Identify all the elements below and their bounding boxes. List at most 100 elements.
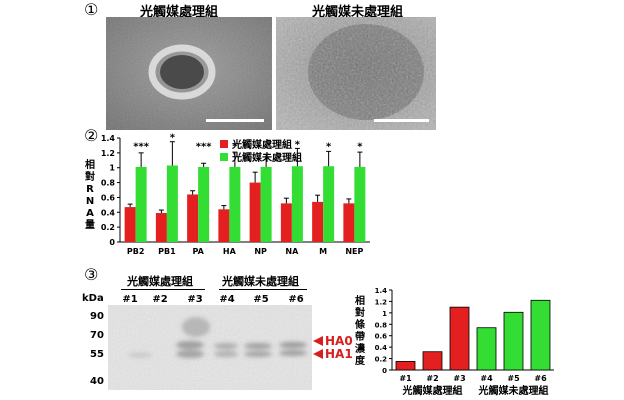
bar: [135, 166, 147, 242]
blot-label-treated: 光觸媒處理組: [127, 275, 193, 288]
y-tick-label: 1: [382, 310, 387, 318]
bar: [503, 311, 524, 371]
x-tick-label: PB2: [127, 247, 145, 256]
bar: [260, 166, 272, 242]
legend-label: 光觸媒未處理組: [231, 151, 302, 164]
y-axis-label: 相對條帶濃度: [355, 294, 366, 367]
untreated-group-line: [219, 289, 307, 290]
y-tick-label: 0.8: [101, 179, 116, 188]
bar: [166, 165, 178, 242]
bar: [323, 166, 335, 242]
em-image-treated: [106, 17, 272, 130]
x-tick-label: HA: [223, 247, 237, 256]
marker-90: 90: [90, 311, 104, 322]
x-tick-label: PB1: [158, 247, 176, 256]
significance-marker: *: [357, 141, 363, 152]
scale-bar: [374, 119, 429, 122]
em-image-untreated: [276, 17, 436, 130]
marker-55: 55: [90, 349, 104, 360]
x-tick-label: M: [319, 247, 327, 256]
lane-label: #6: [288, 294, 304, 305]
x-tick-label: NA: [285, 247, 299, 256]
treated-group-line: [121, 289, 205, 290]
ha0-arrow-icon: [313, 336, 323, 346]
bar: [198, 166, 210, 242]
lane-label: #3: [187, 294, 203, 305]
bar: [422, 351, 443, 371]
y-tick-label: 0.6: [375, 333, 388, 341]
panel-number-2: ②: [84, 126, 99, 145]
y-tick-label: 0: [382, 367, 387, 375]
bar: [354, 166, 366, 242]
ha0-label: HA0: [325, 334, 353, 348]
virus-particle-ring: [148, 44, 216, 100]
x-tick-label: NEP: [345, 247, 363, 256]
blot-label-untreated: 光觸媒未處理組: [222, 275, 299, 288]
legend-label: 光觸媒處理組: [231, 138, 292, 151]
x-tick-label: #6: [534, 374, 547, 383]
label-untreated: 光觸媒未處理組: [312, 5, 404, 20]
marker-40: 40: [90, 376, 104, 387]
x-tick-label: #1: [399, 374, 412, 383]
panel-number-1: ①: [84, 0, 99, 19]
x-tick-label: NP: [254, 247, 267, 256]
lane-label: #2: [152, 294, 168, 305]
bar: [291, 166, 303, 242]
y-tick-label: 1.4: [101, 134, 116, 143]
ha1-label: HA1: [325, 347, 353, 361]
significance-marker: ***: [133, 141, 149, 152]
legend-swatch: [220, 140, 228, 148]
label-treated: 光觸媒處理組: [140, 5, 219, 20]
y-tick-label: 0.2: [101, 223, 115, 232]
bar: [155, 213, 167, 242]
lane-label: #5: [253, 294, 269, 305]
y-tick-label: 0: [109, 238, 115, 247]
lane-label: #1: [122, 294, 138, 305]
rna-bar-chart: 00.20.40.60.811.21.4相對 R N A 量PB2***PB1*PA**…: [85, 133, 370, 256]
y-tick-label: 0.4: [101, 208, 116, 217]
bar: [395, 361, 416, 371]
panel-number-3: ③: [84, 265, 99, 284]
virus-particle-core: [160, 55, 204, 89]
y-tick-label: 1.4: [375, 287, 388, 295]
x-tick-label: #3: [453, 374, 465, 383]
band-arrows: [313, 336, 323, 359]
bar: [229, 166, 241, 242]
y-tick-label: 0.6: [101, 193, 116, 202]
x-tick-label: #5: [507, 374, 520, 383]
bar: [218, 209, 230, 242]
y-tick-label: 1: [109, 164, 115, 173]
group-label-treated: 光觸媒處理組: [402, 384, 463, 397]
bar: [530, 299, 551, 371]
bar: [312, 201, 324, 242]
y-tick-label: 0.2: [375, 356, 388, 364]
legend-swatch: [220, 153, 228, 161]
western-blot: [108, 305, 312, 390]
scale-bar: [206, 119, 264, 122]
bar: [343, 203, 355, 242]
x-tick-label: PA: [192, 247, 204, 256]
marker-70: 70: [90, 330, 104, 341]
ha1-arrow-icon: [313, 349, 323, 359]
x-tick-label: #4: [480, 374, 493, 383]
significance-marker: *: [170, 133, 176, 144]
group-label-untreated: 光觸媒未處理組: [478, 384, 549, 397]
y-tick-label: 0.4: [375, 344, 388, 352]
bar: [280, 203, 292, 242]
significance-marker: ***: [196, 141, 212, 152]
lane-label: #4: [219, 294, 235, 305]
y-tick-label: 1.2: [101, 149, 115, 158]
bar: [124, 207, 136, 242]
y-tick-label: 0.8: [375, 321, 388, 329]
significance-marker: *: [232, 141, 238, 152]
bar: [187, 194, 199, 242]
x-tick-label: #2: [426, 374, 438, 383]
y-axis-label: 相對 R N A 量: [85, 158, 95, 231]
bar: [249, 182, 261, 242]
bar: [449, 306, 470, 371]
y-tick-label: 1.2: [375, 298, 388, 306]
bar: [476, 327, 497, 371]
significance-marker: *: [295, 139, 301, 150]
significance-marker: *: [326, 141, 332, 152]
